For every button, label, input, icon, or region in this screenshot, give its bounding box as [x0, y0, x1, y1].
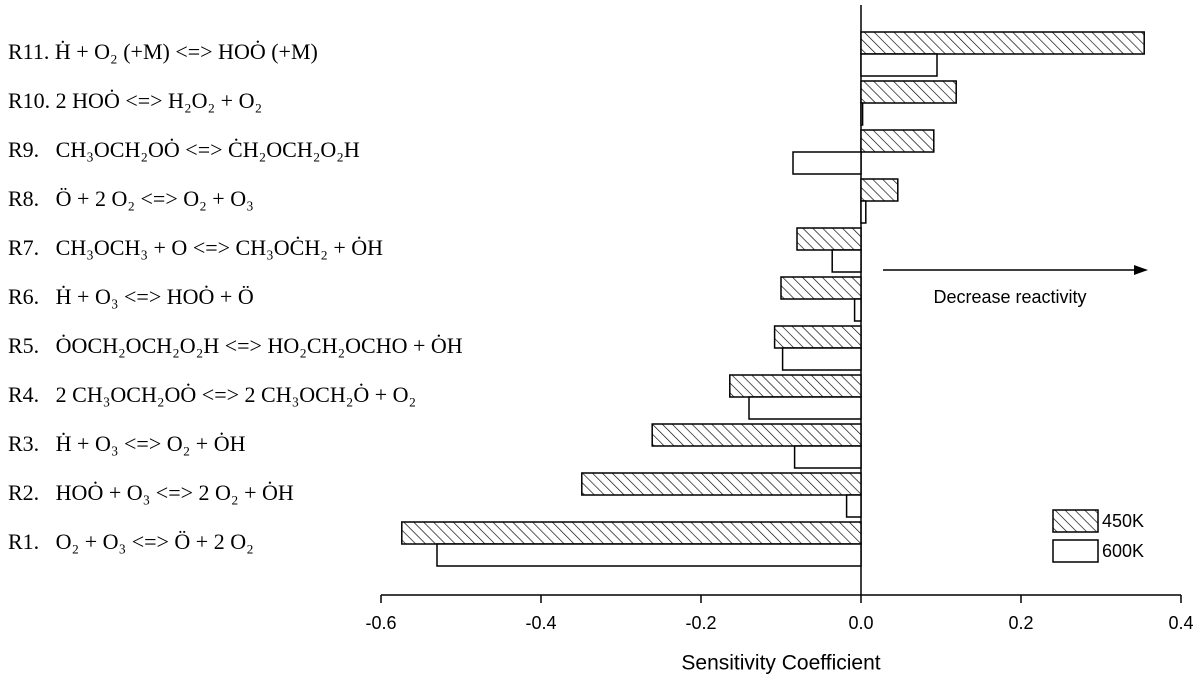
bar — [436, 543, 862, 567]
bar — [860, 178, 899, 202]
bar — [773, 325, 862, 349]
legend-swatch — [1052, 509, 1099, 533]
category-label: R10. 2 HOȮ <=> H₂O₂ + O₂ — [8, 88, 262, 113]
category-label: R2. HOȮ + O₃ <=> 2 O₂ + ȮH — [8, 480, 294, 505]
category-label: R3. Ḣ + O₃ <=> O₂ + ȮH — [8, 431, 246, 456]
bar — [860, 53, 938, 77]
category-label: R11. Ḣ + O₂ (+M) <=> HOȮ (+M) — [8, 39, 318, 64]
x-tick-label: 0.4 — [1168, 613, 1193, 633]
annotation: Decrease reactivity — [933, 287, 1086, 307]
legend-swatch — [1052, 539, 1099, 563]
category-label: R8. Ö + 2 O₂ <=> O₂ + O₃ — [8, 186, 254, 211]
bar — [401, 521, 862, 545]
bar — [793, 445, 862, 469]
bar — [860, 102, 864, 126]
x-tick-label: -0.6 — [365, 613, 396, 633]
bar — [860, 129, 935, 153]
category-label: R6. Ḣ + O₃ <=> HOȮ + Ö — [8, 284, 254, 309]
x-tick-label: -0.2 — [685, 613, 716, 633]
x-tick-label: 0.0 — [848, 613, 873, 633]
category-label: R4. 2 CH₃OCH₂OȮ <=> 2 CH₃OCH₂Ȯ + O₂ — [8, 382, 416, 407]
bar — [748, 396, 862, 420]
category-label: R1. O₂ + O₃ <=> Ö + 2 O₂ — [8, 529, 254, 554]
category-label: R7. CH₃OCH₃ + O <=> CH₃OĊH₂ + ȮH — [8, 235, 383, 260]
legend-label: 450K — [1102, 511, 1144, 531]
bar — [729, 374, 862, 398]
bar — [781, 347, 862, 371]
bar — [860, 200, 867, 224]
bar — [860, 80, 957, 104]
x-tick-label: 0.2 — [1008, 613, 1033, 633]
bar — [651, 423, 862, 447]
x-axis-title: Sensitivity Coefficient — [681, 652, 880, 675]
bar — [796, 227, 862, 251]
bar — [845, 494, 862, 518]
bar — [780, 276, 862, 300]
bar — [581, 472, 862, 496]
arrow-head — [1134, 265, 1148, 275]
bar — [860, 31, 1145, 55]
category-label: R9. CH₃OCH₂OȮ <=> ĊH₂OCH₂O₂H — [8, 137, 360, 162]
x-tick-label: -0.4 — [525, 613, 556, 633]
bar — [853, 298, 862, 322]
bar — [831, 249, 862, 273]
legend-label: 600K — [1102, 541, 1144, 561]
category-label: R5. ȮOCH₂OCH₂O₂H <=> HO₂CH₂OCHO + ȮH — [8, 333, 463, 358]
bar — [792, 151, 862, 175]
